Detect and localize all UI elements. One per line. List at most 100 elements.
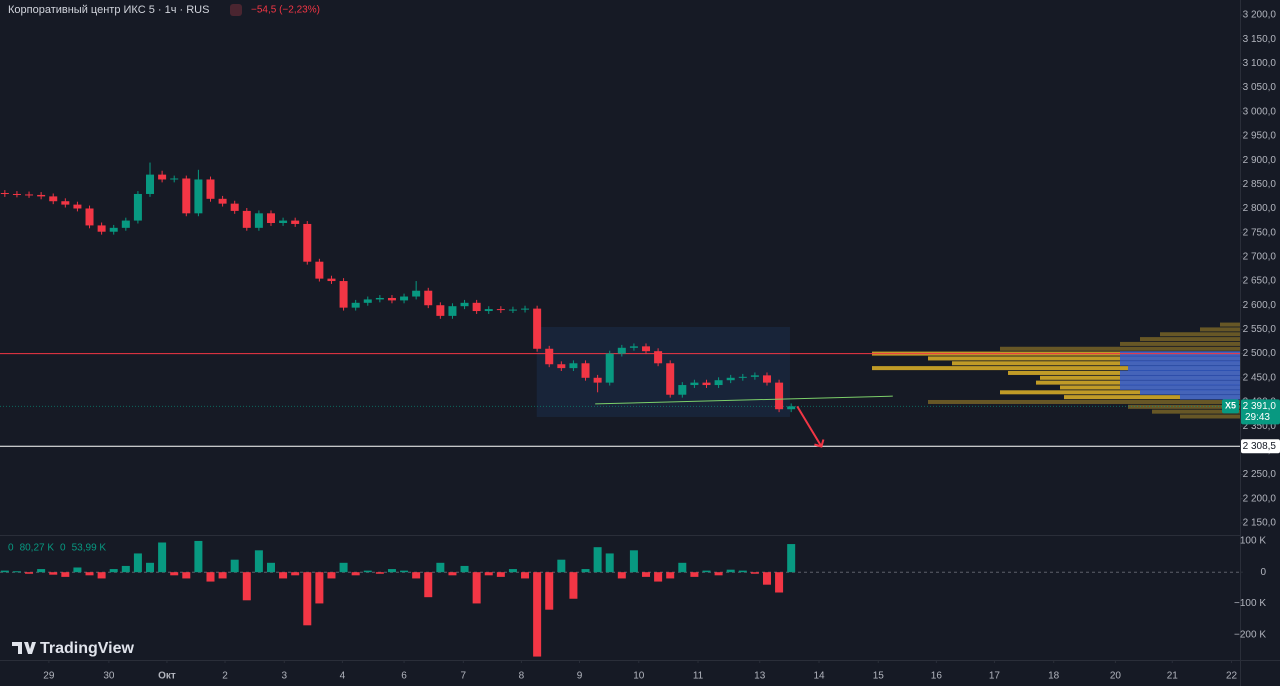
profile-total [928,399,1240,404]
range-box [536,326,790,417]
indicator-bar [170,572,179,576]
trendline [595,395,893,405]
indicator-legend: 0 [8,543,14,554]
logo-text: TradingView [40,640,135,657]
indicator-bar [279,572,288,579]
candle-body [617,347,626,354]
profile-up [1128,365,1240,371]
indicator-bar [315,572,324,604]
y-tick-label: 2 200,0 [1243,493,1277,504]
indicator-bar [666,572,675,579]
x-tick-label: 2 [222,671,228,682]
x-tick-label: 29 [43,671,55,682]
indicator-bar [12,571,21,573]
indicator-bar [569,572,578,599]
arrow-head [814,439,825,448]
y-tick-label: 3 050,0 [1243,82,1277,93]
profile-total [1120,341,1240,346]
candle-body [726,377,735,381]
candle-body [303,223,312,262]
y-tick-label: 2 250,0 [1243,469,1277,480]
candle-body [714,380,723,386]
indicator-bar [303,572,312,626]
logo: TradingView [12,640,135,657]
candle-body [666,363,675,395]
candle-body [37,194,46,197]
indicator-bar [714,572,723,576]
y-tick-label: −200 K [1234,629,1266,640]
candle-body [387,297,396,301]
level-label: 2 308,5 [1243,441,1277,452]
indicator-bar [629,550,638,573]
profile-total [1180,414,1240,419]
x-tick-label: 22 [1226,671,1238,682]
status-icon [230,4,242,16]
x-tick-label: 16 [931,671,943,682]
indicator-bar [242,572,251,601]
indicator-bar [787,544,796,573]
y-tick-label: 2 950,0 [1243,131,1277,142]
indicator-bar [218,572,227,579]
x-tick-label: 14 [813,671,825,682]
y-tick-label: 2 700,0 [1243,251,1277,262]
candle-body [436,305,445,316]
profile-up [1120,385,1240,390]
indicator-bar [254,550,263,573]
candle-body [375,297,384,300]
candle-body [97,225,106,232]
profile-up [1120,380,1240,386]
candle-body [266,213,275,223]
indicator-bar [775,572,784,593]
x-tick-label: 7 [461,671,467,682]
candle-body [339,281,348,308]
candle-body [351,302,360,308]
indicator-bar [0,570,9,573]
x-tick-label: 18 [1048,671,1060,682]
profile-total [1000,346,1240,351]
indicator-bar [266,562,275,573]
x-tick-label: 9 [577,671,583,682]
profile-up [1120,356,1240,361]
profile-total [1128,404,1240,409]
candle-body [279,220,288,223]
countdown: 29:43 [1245,412,1270,423]
indicator-bar [690,572,699,577]
x-tick-label: 10 [633,671,645,682]
last-price-label: 2 391,0 [1243,401,1277,412]
candle-body [690,382,699,386]
candle-body [230,203,239,211]
indicator-bar [533,572,542,657]
y-tick-label: 2 450,0 [1243,372,1277,383]
profile-up [1120,370,1240,376]
candle-body [569,363,578,369]
indicator-bar [472,572,481,604]
y-tick-label: −100 K [1234,598,1266,609]
y-tick-label: 2 850,0 [1243,179,1277,190]
arrow [796,405,823,447]
x-tick-label: 11 [693,671,704,682]
indicator-bar [436,562,445,573]
candle-body [738,376,747,378]
candle-body [327,278,336,282]
profile-total [1160,332,1240,337]
candle-body [654,351,663,364]
candle-body [412,290,421,297]
candle-body [484,309,493,312]
indicator-bar [133,553,142,573]
candle-body [25,194,34,196]
indicator-bar [557,559,566,573]
indicator-bar [581,569,590,573]
indicator-bar [387,569,396,573]
x-tick-label: 30 [103,671,115,682]
price-change: −54,5 (−2,23%) [251,5,320,16]
indicator-bar [484,572,493,576]
candle-body [218,198,227,204]
candle-body [787,406,796,410]
y-tick-label: 3 000,0 [1243,106,1277,117]
profile-up [1120,375,1240,381]
candle-body [0,193,9,195]
candle-body [158,174,167,180]
indicator-bar [448,572,457,576]
indicator-bar [73,567,82,573]
x-tick-label: 3 [282,671,288,682]
